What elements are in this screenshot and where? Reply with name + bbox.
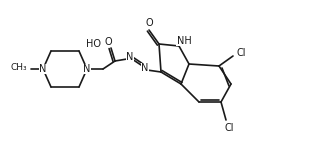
- Text: N: N: [126, 52, 134, 62]
- Text: Cl: Cl: [224, 123, 234, 133]
- Text: O: O: [145, 18, 153, 28]
- Text: N: N: [83, 64, 91, 74]
- Text: CH₃: CH₃: [11, 63, 27, 73]
- Text: Cl: Cl: [236, 48, 246, 58]
- Text: N: N: [141, 63, 149, 73]
- Text: HO: HO: [86, 39, 101, 49]
- Text: NH: NH: [177, 36, 191, 46]
- Text: N: N: [39, 64, 47, 74]
- Text: O: O: [104, 37, 112, 47]
